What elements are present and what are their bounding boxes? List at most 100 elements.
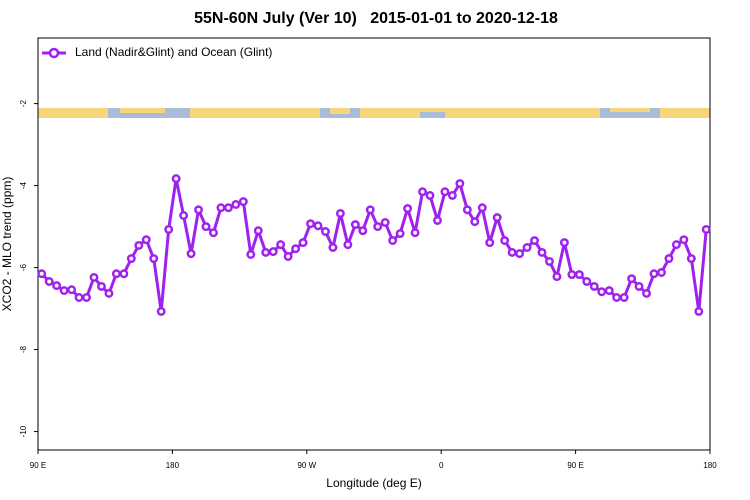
data-point [701, 224, 711, 234]
data-point [455, 179, 465, 188]
data-point [231, 199, 241, 209]
data-point [559, 238, 569, 248]
x-tick-label: 180 [166, 461, 180, 470]
data-point [634, 281, 644, 291]
legend-marker [48, 47, 60, 59]
data-point [268, 247, 278, 257]
data-point [380, 218, 390, 227]
data-point [223, 203, 233, 213]
data-point [410, 228, 420, 238]
data-point [418, 187, 427, 197]
data-point [238, 197, 248, 207]
data-point [388, 236, 398, 245]
data-point [194, 205, 203, 215]
data-point [126, 254, 136, 264]
data-point [642, 288, 651, 298]
data-point [373, 222, 383, 232]
data-point [246, 250, 256, 259]
data-point [530, 236, 539, 245]
data-point [627, 274, 637, 284]
data-point [507, 247, 517, 257]
data-point [365, 205, 375, 215]
data-point [582, 277, 592, 286]
data-point [67, 285, 77, 295]
data-point [44, 277, 54, 286]
data-point [597, 287, 607, 297]
data-point [149, 254, 159, 264]
data-point [664, 254, 674, 264]
data-point [657, 268, 666, 277]
data-point [462, 205, 472, 215]
data-point [589, 281, 599, 291]
y-tick-label: -10 [19, 425, 28, 437]
data-point [111, 269, 121, 279]
data-point [37, 269, 47, 279]
data-point [209, 228, 218, 238]
x-tick-label: 90 E [567, 461, 583, 470]
data-point [216, 203, 226, 213]
data-point [545, 256, 554, 266]
data-point [82, 293, 91, 302]
legend-label: Land (Nadir&Glint) and Ocean (Glint) [75, 45, 272, 59]
x-axis-label: Longitude (deg E) [326, 476, 421, 490]
data-point [343, 240, 353, 250]
data-point [164, 224, 174, 234]
data-point [395, 229, 405, 238]
y-axis-label: XCO2 - MLO trend (ppm) [0, 177, 14, 312]
data-point [477, 203, 487, 213]
data-point [686, 254, 696, 264]
data-point [500, 236, 510, 245]
data-point [328, 243, 338, 252]
data-point [141, 235, 151, 245]
data-point [89, 272, 99, 282]
data-point [604, 286, 614, 295]
x-tick-label: 0 [439, 461, 444, 470]
chart-title: 55N-60N July (Ver 10) 2015-01-01 to 2020… [194, 10, 558, 27]
data-point [179, 211, 189, 220]
data-point [358, 226, 368, 236]
data-point [291, 244, 301, 254]
data-point [671, 240, 681, 250]
data-point [186, 249, 196, 259]
data-point [447, 190, 457, 200]
data-point [253, 226, 263, 236]
data-point [171, 174, 181, 184]
data-point [574, 270, 584, 279]
data-point [52, 281, 62, 291]
data-point [59, 286, 69, 295]
data-point [313, 221, 323, 231]
data-point [156, 306, 166, 316]
data-point [552, 272, 562, 282]
data-point [276, 240, 286, 250]
data-point [522, 243, 532, 252]
data-point [335, 209, 345, 218]
data-point [694, 306, 704, 316]
y-tick-label: -8 [19, 345, 28, 353]
data-point [306, 219, 315, 229]
data-point [321, 227, 330, 236]
data-point [283, 252, 293, 261]
data-point [485, 238, 495, 248]
map-strip [38, 108, 710, 118]
data-point [403, 204, 413, 213]
y-tick-label: -4 [19, 181, 28, 189]
data-point [649, 269, 659, 279]
data-point [492, 213, 502, 223]
data-point [470, 217, 480, 227]
data-point [201, 222, 211, 232]
y-tick-label: -2 [19, 99, 28, 107]
data-point [679, 235, 689, 245]
plot-frame [37, 37, 711, 451]
data-point [619, 293, 629, 302]
data-point [515, 249, 525, 259]
x-tick-label: 180 [703, 461, 717, 470]
data-point [440, 187, 450, 197]
data-point [298, 238, 308, 248]
y-tick-label: -6 [19, 263, 28, 271]
data-point [433, 215, 442, 225]
data-point [425, 190, 435, 200]
data-point [104, 288, 114, 298]
data-point [134, 240, 144, 250]
data-point [612, 293, 622, 302]
